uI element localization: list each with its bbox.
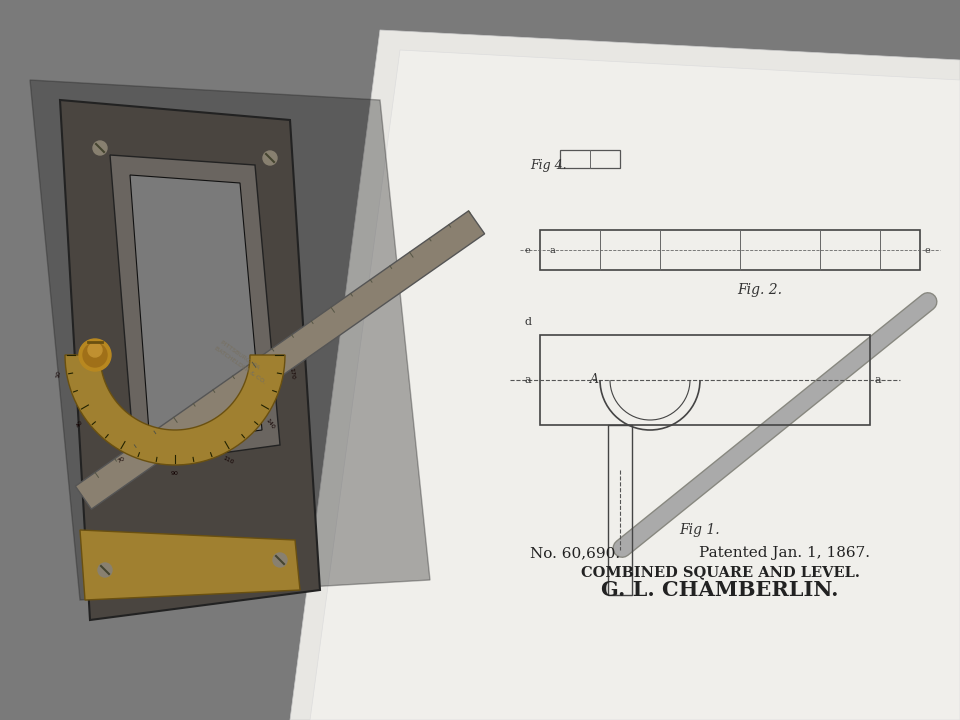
Text: a: a — [525, 375, 532, 385]
Text: e: e — [925, 246, 931, 254]
Text: e: e — [525, 246, 531, 254]
Text: BATCHELDER & CO.: BATCHELDER & CO. — [213, 346, 267, 384]
Circle shape — [98, 563, 112, 577]
Text: Fig 4.: Fig 4. — [530, 158, 566, 171]
Text: 10: 10 — [56, 369, 61, 378]
Text: 40: 40 — [75, 420, 84, 429]
Polygon shape — [110, 155, 280, 465]
Bar — [540, 335, 870, 425]
Circle shape — [263, 151, 277, 165]
Text: 90: 90 — [171, 470, 179, 475]
Bar — [608, 425, 632, 595]
Text: d: d — [525, 317, 532, 327]
Text: 170: 170 — [288, 367, 295, 379]
Text: PITTSBURG, PA: PITTSBURG, PA — [220, 340, 260, 370]
Text: COMBINED SQUARE AND LEVEL.: COMBINED SQUARE AND LEVEL. — [581, 565, 859, 579]
Bar — [540, 230, 920, 270]
Polygon shape — [310, 50, 960, 720]
Bar — [560, 150, 620, 168]
Text: Fig 1.: Fig 1. — [680, 523, 720, 537]
Circle shape — [83, 343, 107, 367]
Text: a: a — [875, 375, 881, 385]
Polygon shape — [130, 175, 262, 445]
Text: No. 60,690.: No. 60,690. — [530, 546, 620, 560]
Text: 110: 110 — [223, 455, 235, 465]
FancyArrowPatch shape — [622, 302, 927, 548]
Polygon shape — [290, 30, 960, 720]
Polygon shape — [30, 80, 430, 600]
Circle shape — [93, 141, 107, 155]
Text: 140: 140 — [265, 418, 276, 431]
Text: 70: 70 — [117, 456, 126, 464]
Polygon shape — [60, 100, 320, 620]
Circle shape — [88, 343, 102, 357]
Circle shape — [273, 553, 287, 567]
Text: Patented Jan. 1, 1867.: Patented Jan. 1, 1867. — [699, 546, 870, 560]
Polygon shape — [76, 211, 485, 509]
Polygon shape — [80, 530, 300, 600]
FancyArrowPatch shape — [622, 302, 927, 548]
Polygon shape — [65, 355, 285, 465]
Text: Fig. 2.: Fig. 2. — [737, 283, 782, 297]
Circle shape — [79, 339, 111, 371]
Text: G. L. CHAMBERLIN.: G. L. CHAMBERLIN. — [601, 580, 839, 600]
Text: A: A — [590, 373, 599, 386]
Text: a: a — [550, 246, 556, 254]
